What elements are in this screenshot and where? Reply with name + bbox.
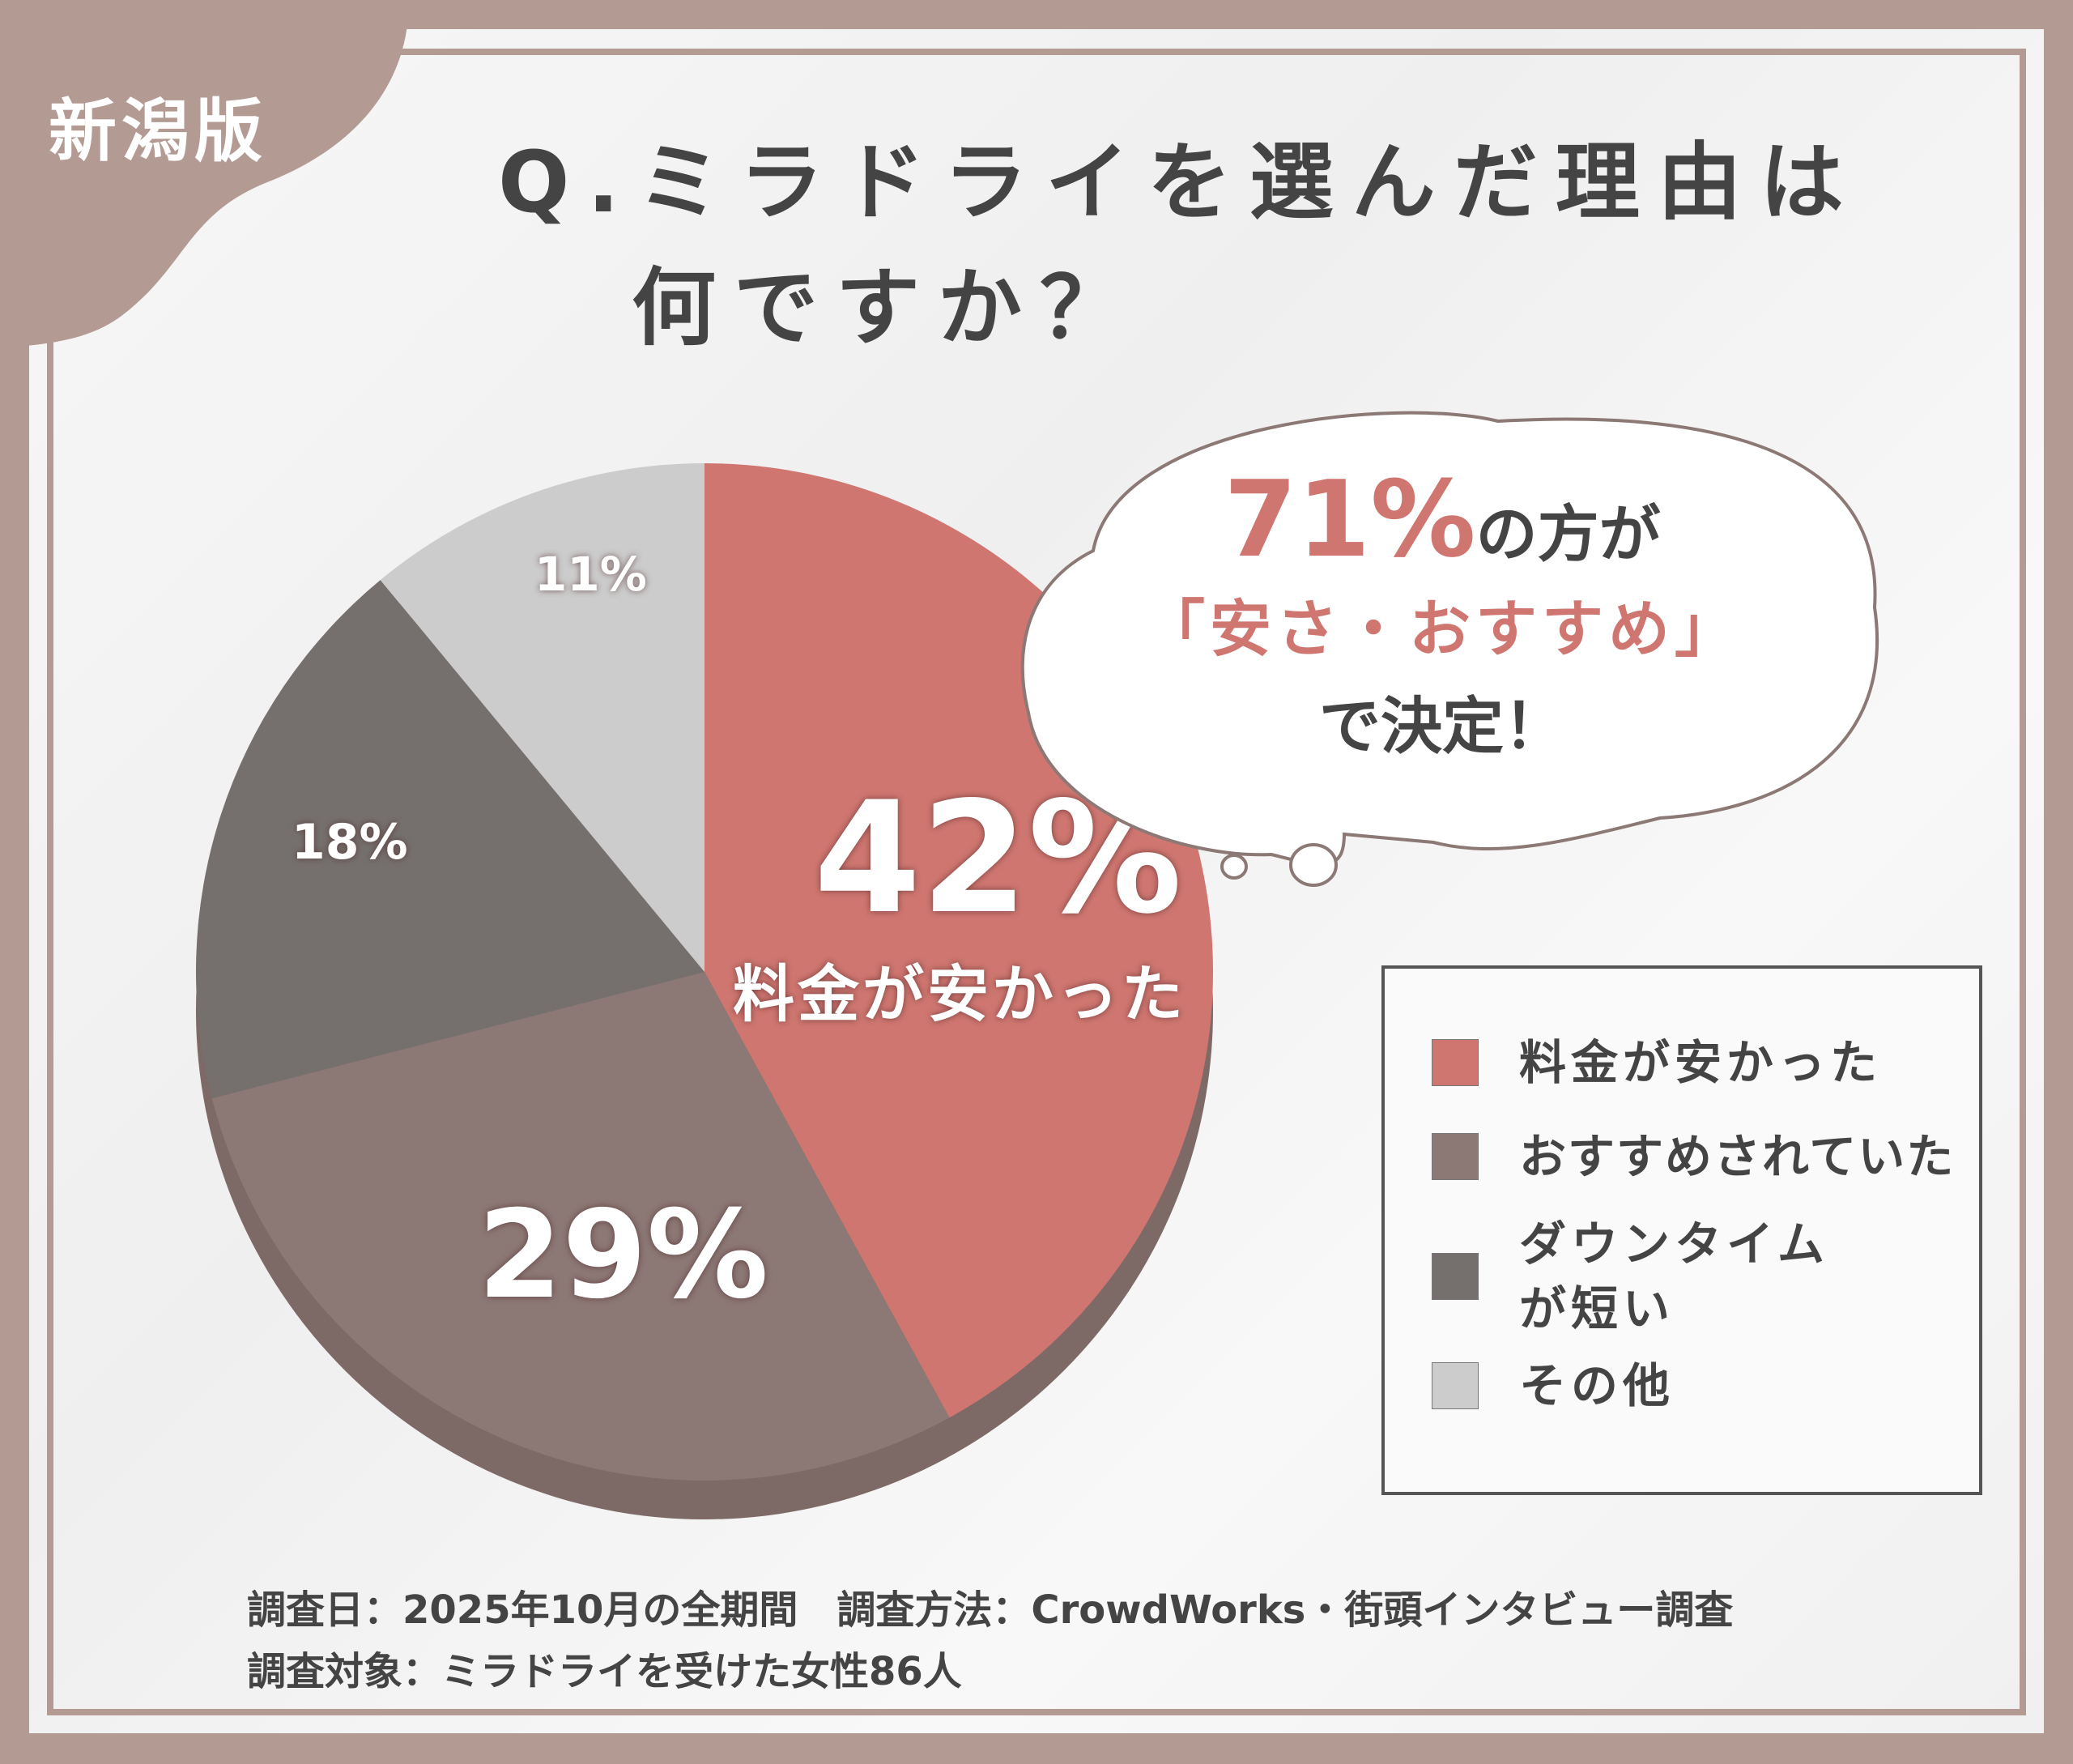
card-frame bbox=[47, 49, 2026, 1715]
pie-slice-3 bbox=[380, 463, 704, 972]
legend-item: 料金が安かった bbox=[1432, 1030, 1882, 1095]
bubble-line1: 71%の方が bbox=[1005, 462, 1879, 577]
legend-label: ダウンタイムが短い bbox=[1519, 1216, 1829, 1336]
legend-swatch bbox=[1432, 1253, 1479, 1300]
chart-legend: 料金が安かった おすすめされていた ダウンタイムが短い その他 bbox=[1381, 965, 1982, 1495]
legend-swatch bbox=[1432, 1133, 1479, 1180]
question-title-line2: 何ですか？ bbox=[632, 258, 1143, 357]
legend-item: おすすめされていた bbox=[1432, 1124, 1955, 1189]
legend-label: おすすめされていた bbox=[1519, 1129, 1956, 1184]
legend-item: その他 bbox=[1432, 1353, 1675, 1418]
legend-item: ダウンタイムが短い bbox=[1432, 1212, 1843, 1341]
question-title-line1: Q.ミラドライを選んだ理由は bbox=[498, 133, 1862, 232]
legend-swatch bbox=[1432, 1039, 1479, 1086]
survey-info-line2: 調査対象：ミラドライを受けた女性86人 bbox=[247, 1649, 962, 1694]
bubble-line2: 「安さ・おすすめ」 bbox=[1143, 593, 1741, 665]
pie-slice-2 bbox=[196, 580, 704, 1099]
legend-label: その他 bbox=[1519, 1358, 1675, 1413]
survey-info-line1: 調査日：2025年10月の全期間 調査方法：CrowdWorks・街頭インタビュ… bbox=[247, 1587, 1734, 1633]
bubble-line3: で決定！ bbox=[1319, 690, 1565, 762]
bubble-line1-text: の方が bbox=[1475, 498, 1661, 570]
data-label-11: 11% bbox=[534, 547, 647, 602]
edition-tab bbox=[0, 0, 409, 348]
pie-slice-1 bbox=[211, 972, 950, 1481]
bubble-percent: 71% bbox=[1224, 458, 1476, 581]
data-label-29: 29% bbox=[478, 1185, 769, 1326]
thought-bubble bbox=[1020, 411, 1879, 887]
slice-caption: 料金が安かった bbox=[733, 958, 1186, 1030]
legend-label: 料金が安かった bbox=[1519, 1035, 1883, 1090]
data-label-18: 18% bbox=[292, 814, 408, 871]
edition-label: 新潟版 bbox=[49, 92, 268, 171]
legend-swatch bbox=[1432, 1362, 1479, 1409]
